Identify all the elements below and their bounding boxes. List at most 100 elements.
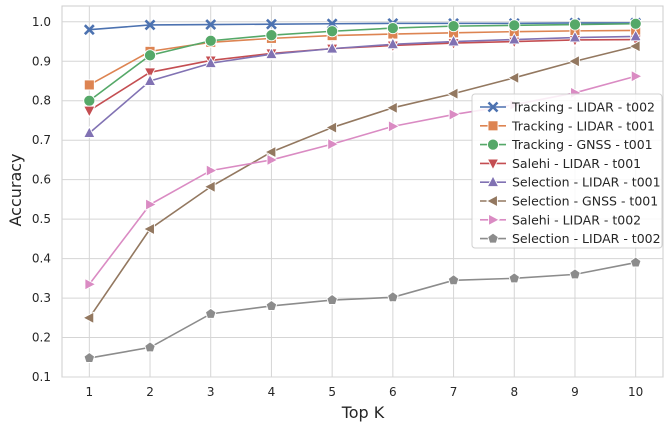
data-point (446, 87, 459, 100)
series-line-5 (88, 35, 636, 134)
data-point (83, 351, 96, 363)
data-point (386, 22, 399, 35)
legend-entry-label: Tracking - GNSS - t001 (511, 137, 653, 152)
legend: Tracking - LIDAR - t002 Tracking - LIDAR … (471, 93, 663, 249)
series-line-2 (88, 29, 636, 86)
data-point (204, 34, 217, 47)
data-point (144, 19, 156, 31)
y-tick-label: 0.6 (32, 173, 51, 187)
data-point (508, 19, 521, 32)
data-point (327, 137, 340, 151)
x-tick-label: 4 (268, 385, 276, 399)
data-point (83, 24, 95, 36)
data-point (143, 73, 157, 86)
data-point (568, 30, 582, 43)
data-point (630, 69, 643, 83)
data-point (82, 125, 96, 138)
x-tick-label: 6 (389, 385, 397, 399)
data-point (204, 307, 217, 319)
series-line-6 (88, 45, 636, 319)
x-axis-label: Top K (341, 403, 385, 422)
data-point (386, 37, 400, 50)
x-tick-label: 5 (328, 385, 336, 399)
legend-marker (487, 120, 499, 132)
y-tick-label: 0.3 (32, 291, 51, 305)
data-point (84, 277, 97, 291)
legend-marker (485, 194, 498, 208)
data-point (265, 46, 278, 60)
data-point (83, 79, 95, 91)
data-point (266, 153, 279, 167)
data-point (567, 54, 580, 68)
legend-entry-label: Tracking - LIDAR - t001 (511, 118, 655, 133)
y-tick-label: 1.0 (32, 15, 51, 29)
series-lines (88, 22, 636, 359)
data-point (144, 341, 156, 353)
y-tick-label: 0.2 (32, 331, 51, 345)
data-point (325, 41, 339, 54)
data-point (326, 25, 339, 38)
y-tick-label: 0.5 (32, 212, 51, 226)
data-point (629, 17, 642, 30)
data-point (507, 71, 520, 85)
data-point (205, 19, 217, 30)
legend-entry-label: Selection - LIDAR - t001 (512, 175, 661, 190)
y-axis-label: Accuracy (6, 153, 25, 226)
data-point (142, 222, 155, 236)
data-point (326, 293, 338, 305)
data-point (145, 198, 158, 211)
series-line-3 (88, 22, 636, 102)
series-line-8 (89, 261, 636, 359)
y-tick-label: 0.4 (32, 252, 51, 266)
x-tick-label: 1 (85, 385, 93, 399)
legend-marker (486, 158, 500, 171)
legend-marker (488, 213, 501, 227)
data-point (447, 20, 460, 33)
series-line-1 (89, 22, 636, 31)
data-point (265, 29, 278, 42)
data-point (569, 268, 581, 280)
legend-entry-label: Salehi - LIDAR - t002 (512, 212, 641, 227)
legend-box (471, 93, 663, 249)
data-point (628, 39, 641, 53)
data-point (264, 145, 277, 159)
data-point (203, 180, 216, 194)
data-point (143, 49, 157, 62)
data-point (508, 272, 521, 284)
data-point (265, 299, 278, 311)
data-point (83, 94, 96, 107)
data-point (629, 29, 643, 42)
data-point (447, 34, 460, 47)
x-tick-label: 7 (450, 385, 458, 399)
legend-marker (487, 232, 499, 244)
y-tick-labels: 0.1 0.2 0.3 0.4 0.5 0.6 0.7 0.8 0.9 1.0 (32, 15, 51, 384)
legend-entry-label: Tracking - LIDAR - t002 (511, 100, 655, 115)
y-tick-label: 0.8 (32, 94, 51, 108)
legend-entry-label: Salehi - LIDAR - t001 (512, 156, 641, 171)
data-point (205, 164, 218, 177)
y-tick-label: 0.9 (32, 54, 51, 68)
legend-entry-label: Selection - GNSS - t001 (512, 194, 658, 209)
data-point (447, 274, 460, 286)
data-point (143, 67, 157, 80)
y-tick-label: 0.1 (32, 370, 51, 384)
x-tick-label: 3 (207, 385, 215, 399)
y-tick-label: 0.7 (32, 133, 51, 147)
data-point (387, 291, 399, 303)
x-tick-labels: 1 2 3 4 5 6 7 8 9 10 (85, 385, 643, 399)
data-point (629, 256, 642, 268)
x-tick-label: 8 (510, 385, 518, 399)
data-point (82, 105, 96, 118)
data-point (324, 121, 337, 134)
x-tick-label: 10 (628, 385, 643, 399)
data-point (204, 56, 218, 69)
x-tick-label: 2 (146, 385, 154, 399)
data-point (568, 18, 582, 31)
data-point (507, 32, 521, 45)
data-point (82, 311, 95, 325)
legend-marker (487, 101, 499, 113)
data-point (448, 108, 461, 121)
data-point (266, 18, 277, 30)
data-point (388, 120, 401, 133)
